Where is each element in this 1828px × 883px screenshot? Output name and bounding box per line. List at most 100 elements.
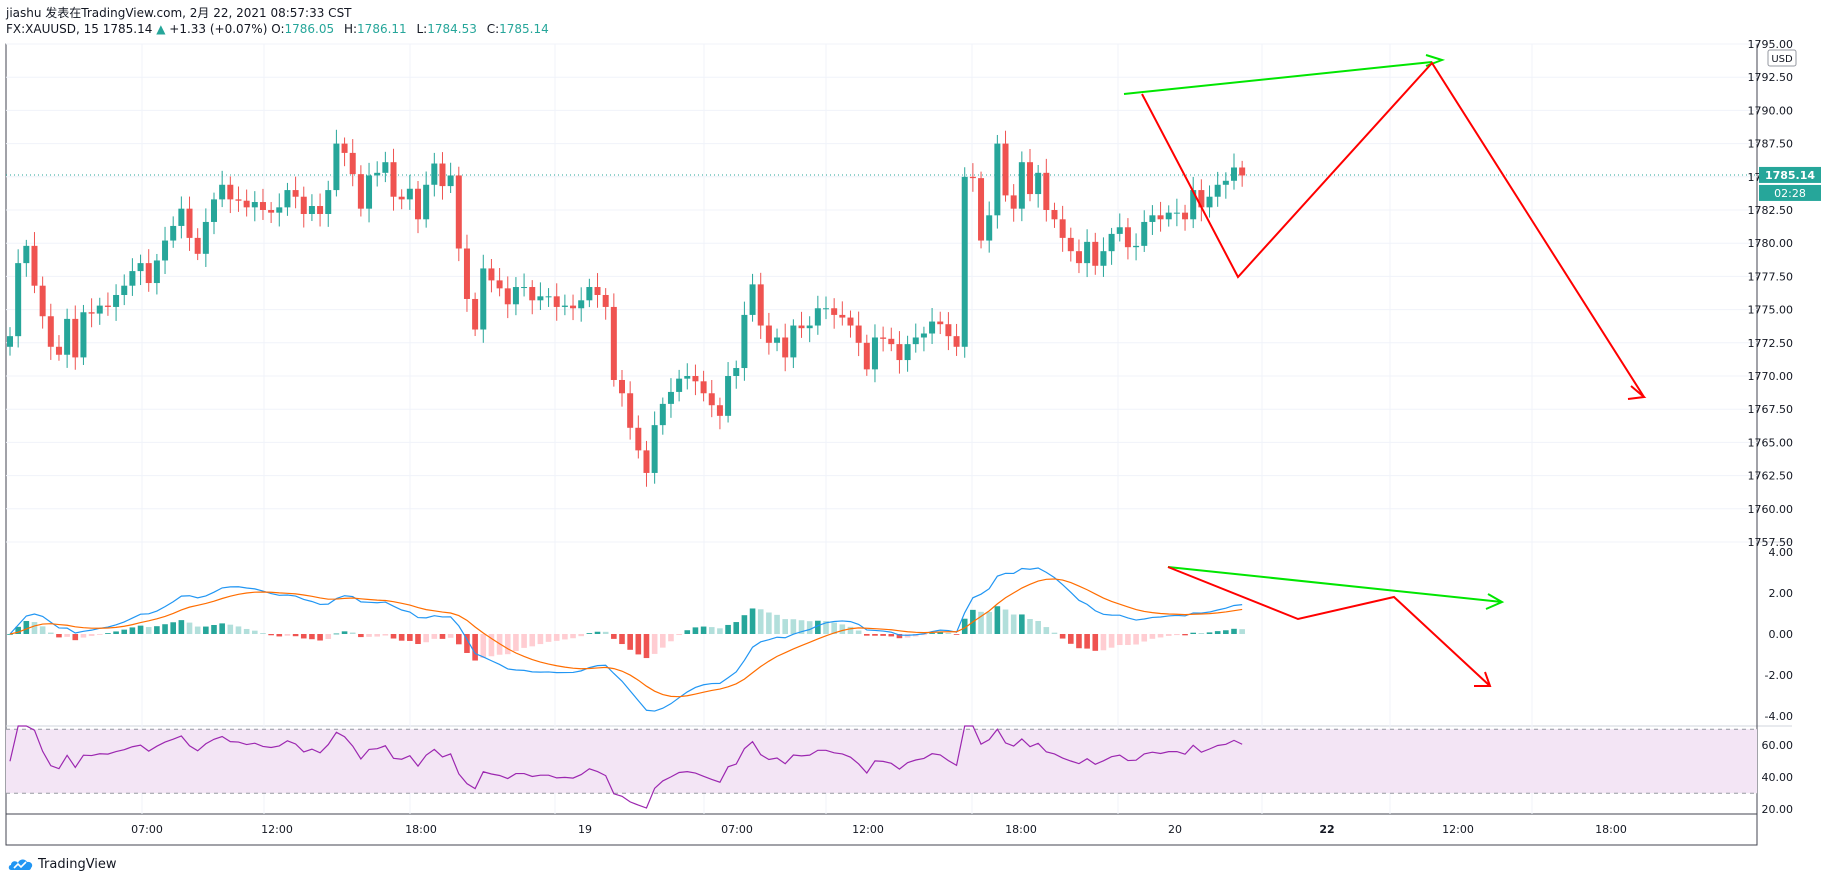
candle-body bbox=[602, 294, 609, 307]
candle-body bbox=[651, 425, 658, 473]
macd-histogram-bar bbox=[953, 634, 960, 635]
candle-body bbox=[1124, 227, 1131, 248]
candle-body bbox=[1092, 241, 1099, 266]
candle-body bbox=[455, 175, 462, 249]
candle-body bbox=[227, 184, 234, 200]
chart-caption: jiashu 发表在TradingView.com, 2月 22, 2021 0… bbox=[6, 6, 352, 20]
macd-axis-tick: -2.00 bbox=[1765, 669, 1793, 682]
candle-body bbox=[1214, 184, 1221, 197]
trendline-drawings[interactable] bbox=[1123, 54, 1647, 687]
candle-body bbox=[888, 338, 895, 345]
price-axis-tick: 1760.00 bbox=[1748, 503, 1794, 516]
candle-body bbox=[610, 306, 617, 380]
macd-histogram-bar bbox=[170, 622, 176, 634]
candle-body bbox=[268, 210, 275, 213]
macd-histogram-bar bbox=[390, 634, 397, 639]
time-axis-tick: 12:00 bbox=[261, 823, 293, 836]
candle-body bbox=[251, 202, 258, 208]
macd-signal-line bbox=[9, 578, 1243, 698]
candle-body bbox=[969, 176, 976, 179]
macd-histogram-bar bbox=[1174, 634, 1180, 636]
macd-histogram-bar bbox=[219, 623, 225, 634]
macd-histogram-bar bbox=[888, 634, 895, 637]
candle-body bbox=[912, 337, 919, 345]
time-axis-tick: 07:00 bbox=[721, 823, 753, 836]
candle-body bbox=[578, 300, 585, 309]
candle-body bbox=[782, 337, 789, 358]
price-axis-tick: 1770.00 bbox=[1748, 370, 1794, 383]
tradingview-logo[interactable]: TradingView bbox=[8, 854, 117, 874]
chart-border bbox=[5, 43, 1758, 846]
candle-body bbox=[937, 321, 944, 325]
macd-histogram-bar bbox=[684, 630, 691, 634]
candle-body bbox=[765, 325, 772, 343]
macd-histogram-bar bbox=[105, 633, 111, 634]
macd-histogram-bar bbox=[766, 612, 772, 634]
macd-axis-tick: -4.00 bbox=[1765, 710, 1793, 723]
macd-histogram-bar bbox=[1116, 634, 1123, 646]
macd-histogram-bar bbox=[872, 634, 878, 636]
candle-body bbox=[896, 344, 903, 361]
candle-body bbox=[325, 190, 332, 214]
macd-histogram-bar bbox=[1149, 634, 1156, 639]
macd-histogram-bar bbox=[1231, 628, 1237, 634]
candle-body bbox=[994, 143, 1001, 216]
macd-histogram-bar bbox=[1059, 634, 1066, 639]
price-axis-tick: 1762.50 bbox=[1748, 470, 1794, 483]
symbol-label[interactable]: FX:XAUUSD, 15 bbox=[6, 22, 99, 36]
macd-axis-tick: 4.00 bbox=[1769, 546, 1794, 559]
candle-body bbox=[186, 208, 193, 238]
candle-body bbox=[871, 337, 878, 370]
candle-body bbox=[643, 450, 650, 473]
macd-histogram-bar bbox=[896, 634, 903, 639]
candle-body bbox=[512, 287, 519, 305]
price-axis-tick: 1757.50 bbox=[1748, 536, 1794, 549]
macd-histogram-bar bbox=[137, 625, 144, 634]
candle-body bbox=[113, 294, 120, 307]
candle-body bbox=[88, 312, 95, 314]
last-price-tag-label: 1785.14 bbox=[1765, 169, 1815, 182]
macd-histogram-bar bbox=[1084, 634, 1090, 649]
candle-body bbox=[47, 316, 54, 347]
candle-body bbox=[904, 344, 911, 361]
macd-histogram-bar bbox=[676, 634, 682, 636]
candle-body bbox=[537, 296, 544, 301]
candle-body bbox=[529, 287, 536, 301]
open-value: 1786.05 bbox=[284, 22, 335, 36]
macd-projection-path bbox=[1167, 566, 1491, 687]
macd-histogram-bar bbox=[15, 626, 21, 634]
candle-body bbox=[953, 336, 960, 347]
macd-histogram-bar bbox=[227, 624, 234, 634]
candle-body bbox=[374, 172, 381, 176]
macd-histogram-bar bbox=[937, 632, 944, 634]
candle-body bbox=[1133, 245, 1140, 248]
macd-histogram-bar bbox=[447, 634, 454, 638]
macd-histogram-bar bbox=[619, 634, 625, 645]
high-label: H: bbox=[343, 22, 358, 36]
open-label: O: bbox=[271, 22, 285, 36]
macd-histogram-bar bbox=[1108, 634, 1115, 648]
currency-badge bbox=[1767, 49, 1797, 67]
macd-histogram-bar bbox=[341, 631, 348, 634]
time-axis-tick: 18:00 bbox=[1005, 823, 1037, 836]
macd-histogram-bar bbox=[586, 633, 593, 634]
candle-body bbox=[15, 263, 22, 337]
macd-histogram-bar bbox=[749, 608, 756, 634]
candle-body bbox=[317, 206, 324, 214]
macd-histogram-bar bbox=[806, 621, 813, 634]
brand-label: TradingView bbox=[38, 856, 117, 872]
macd-histogram-bar bbox=[790, 619, 797, 634]
candle-body bbox=[839, 314, 846, 318]
macd-histogram-bar bbox=[252, 630, 258, 634]
candle-body bbox=[684, 376, 691, 379]
macd-histogram-bar bbox=[113, 631, 119, 634]
price-axis-tick: 1772.50 bbox=[1748, 337, 1794, 350]
candle-body bbox=[920, 333, 927, 338]
macd-histogram-bar bbox=[1157, 634, 1164, 638]
candle-body bbox=[733, 368, 740, 376]
macd-histogram-bar bbox=[80, 634, 87, 638]
candle-body bbox=[104, 305, 111, 307]
candle-body bbox=[23, 245, 30, 264]
macd-pane bbox=[7, 567, 1245, 712]
